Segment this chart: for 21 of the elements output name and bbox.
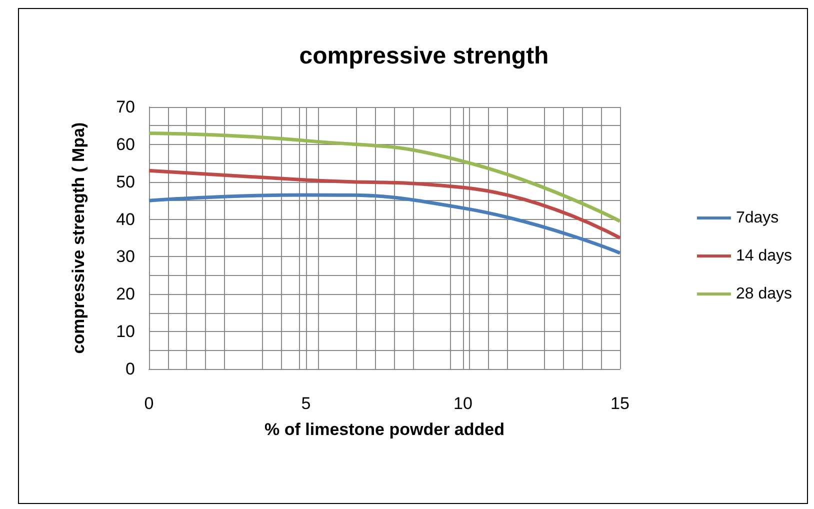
chart-title: compressive strength — [299, 42, 549, 70]
y-tick-label: 50 — [116, 172, 135, 192]
y-tick-label: 10 — [116, 322, 135, 342]
y-tick-label: 20 — [116, 284, 135, 304]
line-series — [147, 168, 622, 240]
line-series — [147, 131, 622, 223]
legend-label: 14 days — [736, 248, 792, 264]
y-tick-label: 0 — [126, 360, 135, 378]
x-axis-title: % of limestone powder added — [264, 420, 504, 439]
legend-label: 28 days — [736, 286, 792, 302]
x-tick-label: 0 — [144, 394, 154, 413]
y-tick-label: 70 — [116, 98, 135, 116]
y-axis-title: compressive strength ( Mpa) — [69, 122, 88, 354]
line-series — [147, 193, 622, 255]
x-tick-label: 10 — [454, 394, 472, 413]
y-tick-label: 40 — [116, 210, 135, 229]
y-tick-label: 30 — [116, 247, 135, 266]
x-tick-label: 5 — [301, 394, 311, 413]
y-tick-label: 60 — [116, 134, 135, 154]
legend-label: 7days — [736, 210, 779, 226]
x-tick-label: 15 — [610, 394, 630, 413]
